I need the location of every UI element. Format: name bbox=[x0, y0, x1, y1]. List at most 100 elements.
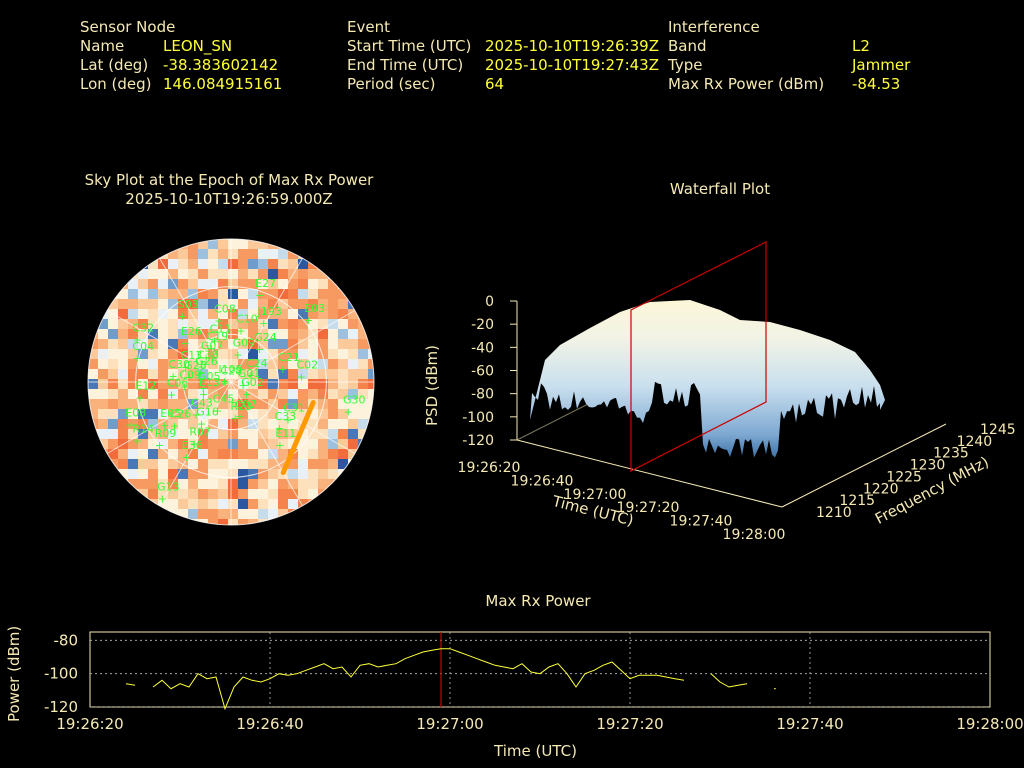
sky-cell bbox=[308, 279, 318, 289]
satellite-marker: + bbox=[196, 367, 205, 380]
sky-cell bbox=[248, 369, 258, 379]
sky-cell bbox=[338, 289, 348, 299]
sky-cell bbox=[228, 309, 238, 319]
maxpower-ylabel: Power (dBm) bbox=[5, 625, 23, 722]
satellite-label: C32 bbox=[132, 321, 154, 334]
sky-cell bbox=[138, 489, 148, 499]
sky-cell bbox=[168, 479, 178, 489]
sky-cell bbox=[138, 309, 148, 319]
sky-cell bbox=[288, 489, 298, 499]
sky-cell bbox=[328, 449, 338, 459]
freq-tick-label: 1220 bbox=[863, 481, 899, 497]
sky-cell bbox=[308, 409, 318, 419]
time-tick-label: 19:26:40 bbox=[511, 473, 574, 489]
sky-cell bbox=[288, 459, 298, 469]
maxpower-series bbox=[125, 632, 776, 711]
sky-cell bbox=[138, 369, 148, 379]
azimuth-spoke bbox=[230, 310, 356, 383]
sky-cell bbox=[228, 399, 238, 409]
z-tick-label: -120 bbox=[462, 433, 494, 449]
sky-cell bbox=[178, 399, 188, 409]
sky-cell bbox=[278, 409, 288, 419]
sky-cell bbox=[128, 429, 138, 439]
sky-cell bbox=[148, 309, 158, 319]
sky-cell bbox=[178, 469, 188, 479]
sky-cell bbox=[288, 379, 298, 389]
sky-cell bbox=[308, 439, 318, 449]
power-line-segment bbox=[125, 683, 136, 686]
sky-cell bbox=[218, 499, 228, 509]
sky-cell bbox=[98, 329, 108, 339]
satellite-marker: + bbox=[191, 408, 200, 421]
satellite-marker: + bbox=[255, 289, 264, 302]
sky-cell bbox=[358, 339, 368, 349]
sky-cell bbox=[208, 269, 218, 279]
sky-cell bbox=[358, 379, 368, 389]
sky-cell bbox=[248, 389, 258, 399]
plot-frame bbox=[89, 631, 991, 708]
sky-cell bbox=[118, 369, 128, 379]
sky-cell bbox=[248, 469, 258, 479]
sky-cell bbox=[218, 409, 228, 419]
sky-cell bbox=[298, 269, 308, 279]
freq-tick-label: 1215 bbox=[839, 493, 875, 509]
sky-cell bbox=[168, 399, 178, 409]
sky-cell bbox=[348, 329, 358, 339]
sky-cell bbox=[278, 509, 288, 519]
satellite-label: C10 bbox=[236, 312, 258, 325]
sky-cell bbox=[128, 349, 138, 359]
sky-cell bbox=[118, 309, 128, 319]
sky-cell bbox=[258, 479, 268, 489]
sky-cell bbox=[128, 359, 138, 369]
satellite-marker: + bbox=[170, 419, 179, 432]
sky-cell bbox=[198, 499, 208, 509]
satellite-marker: + bbox=[236, 324, 245, 337]
sky-cell bbox=[158, 349, 168, 359]
sky-cell bbox=[298, 319, 308, 329]
sky-cell bbox=[248, 259, 258, 269]
waterfall-zlabel: PSD (dBm) bbox=[423, 344, 441, 426]
sky-cell bbox=[238, 369, 248, 379]
sky-cell bbox=[198, 479, 208, 489]
sky-cell bbox=[188, 389, 198, 399]
sky-cell bbox=[168, 259, 178, 269]
sky-cell bbox=[268, 289, 278, 299]
satellite-marker: + bbox=[197, 361, 206, 374]
interference-power-label: Max Rx Power (dBm) bbox=[668, 75, 825, 93]
sky-cell bbox=[328, 369, 338, 379]
sky-cell bbox=[268, 499, 278, 509]
sky-cell bbox=[288, 299, 298, 309]
sky-cell bbox=[98, 389, 108, 399]
sensor-lat-label: Lat (deg) bbox=[80, 56, 149, 74]
sky-cell bbox=[168, 429, 178, 439]
sky-cell bbox=[218, 439, 228, 449]
sky-cell bbox=[318, 429, 328, 439]
sky-cell bbox=[238, 269, 248, 279]
sky-cell bbox=[248, 299, 258, 309]
satellite-marker: + bbox=[167, 389, 176, 402]
sky-cell bbox=[318, 379, 328, 389]
sky-cell bbox=[298, 339, 308, 349]
sky-cell bbox=[368, 389, 374, 399]
sky-cell bbox=[158, 339, 168, 349]
satellite-label: G28 bbox=[184, 359, 207, 372]
satellite-marker: + bbox=[210, 335, 219, 348]
sky-cell bbox=[358, 349, 368, 359]
satellite-label: E11 bbox=[275, 427, 296, 440]
sky-cell bbox=[208, 509, 218, 519]
sky-cell bbox=[318, 339, 328, 349]
sky-cell bbox=[178, 489, 188, 499]
sky-cell bbox=[268, 409, 278, 419]
sky-cell bbox=[318, 369, 328, 379]
sensor-name-value: LEON_SN bbox=[163, 37, 233, 55]
power-line-segment bbox=[710, 673, 748, 688]
sky-cell bbox=[218, 429, 228, 439]
satellite-label: C07 bbox=[235, 398, 257, 411]
x-tick-label: 19:27:20 bbox=[596, 715, 663, 733]
sky-cell bbox=[208, 249, 218, 259]
sky-cell bbox=[288, 309, 298, 319]
satellite-marker: + bbox=[275, 439, 284, 452]
sky-cell bbox=[178, 359, 188, 369]
sky-cell bbox=[148, 479, 158, 489]
